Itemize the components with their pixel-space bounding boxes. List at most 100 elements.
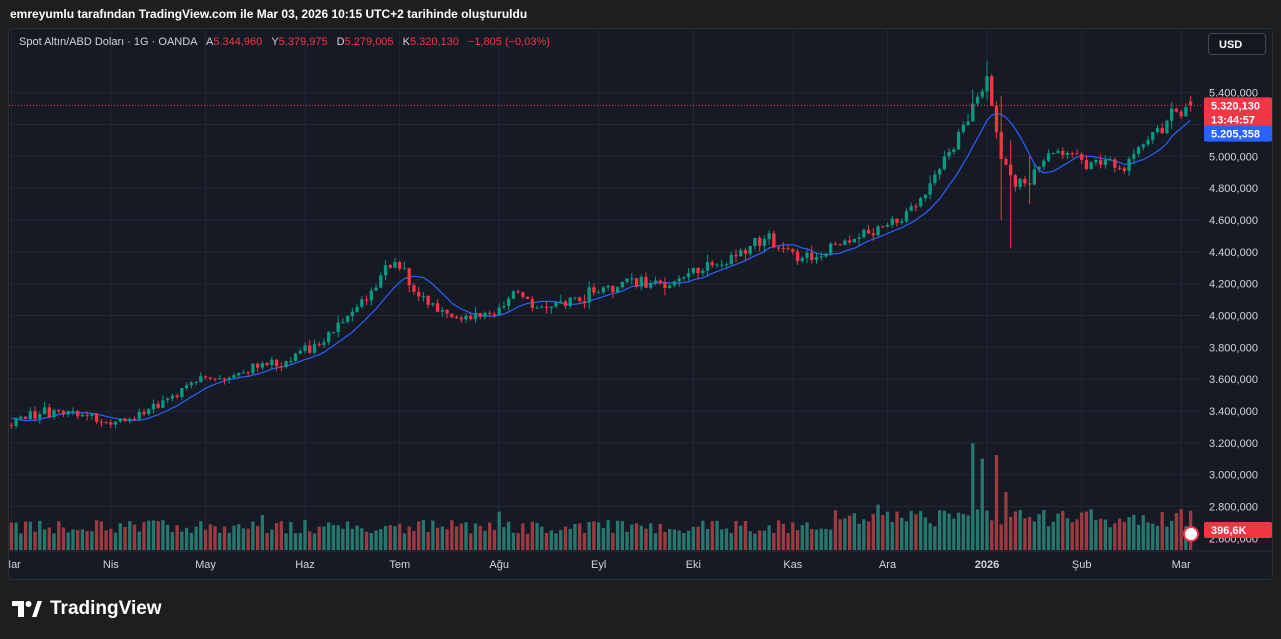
volume-bar bbox=[402, 533, 407, 550]
candle bbox=[379, 272, 383, 289]
volume-bar bbox=[644, 528, 648, 550]
symbol-title[interactable]: Spot Altın/ABD Doları · 1G · OANDA bbox=[19, 36, 197, 48]
volume-bar bbox=[971, 443, 975, 550]
candle-body bbox=[791, 249, 795, 252]
candle bbox=[1070, 151, 1074, 158]
candle bbox=[303, 342, 307, 354]
candle bbox=[66, 410, 70, 418]
volume-bar bbox=[478, 525, 482, 550]
candle bbox=[1136, 145, 1141, 157]
candle-body bbox=[251, 363, 255, 374]
candle-body bbox=[919, 198, 923, 207]
candle-body bbox=[592, 287, 596, 293]
candle-body bbox=[213, 378, 217, 380]
volume-bar bbox=[189, 532, 193, 550]
volume-bar bbox=[1037, 514, 1041, 550]
volume-bar bbox=[412, 530, 416, 550]
volume-bar bbox=[227, 532, 231, 550]
candle-body bbox=[440, 309, 445, 312]
volume-bar bbox=[260, 514, 265, 550]
volume-bar bbox=[14, 522, 18, 550]
volume-bar bbox=[720, 529, 724, 550]
volume-bar bbox=[601, 528, 606, 550]
candle-body bbox=[66, 411, 70, 415]
candle-body bbox=[776, 247, 781, 249]
candle bbox=[1051, 152, 1055, 155]
candle bbox=[966, 113, 970, 127]
candle bbox=[94, 412, 99, 425]
volume-bar bbox=[1122, 521, 1126, 550]
candle bbox=[587, 281, 591, 310]
candle-body bbox=[1160, 128, 1164, 134]
volume-bar bbox=[469, 533, 473, 550]
tradingview-logo[interactable]: TradingView bbox=[12, 598, 162, 620]
candle-body bbox=[710, 262, 714, 266]
candle-body bbox=[668, 285, 672, 289]
chart-panel[interactable]: 5.400,0005.200,0005.000,0004.800,0004.60… bbox=[8, 28, 1273, 580]
volume-bar bbox=[895, 511, 899, 550]
volume-bar bbox=[199, 521, 203, 550]
volume-bar bbox=[208, 524, 212, 550]
candle-body bbox=[473, 312, 478, 320]
volume-bar bbox=[672, 529, 677, 550]
candle bbox=[947, 148, 951, 160]
x-tick-label: Eki bbox=[686, 559, 701, 571]
candle bbox=[686, 268, 691, 281]
candle bbox=[772, 230, 776, 249]
moving-average-line bbox=[11, 112, 1191, 422]
candle-body bbox=[895, 218, 899, 224]
candle-body bbox=[303, 345, 307, 351]
candle-body bbox=[180, 388, 184, 398]
currency-button[interactable]: USD bbox=[1208, 33, 1266, 55]
candle bbox=[611, 285, 615, 299]
volume-bar bbox=[592, 521, 596, 550]
low-value: 5.279,005 bbox=[344, 36, 394, 48]
candle-body bbox=[521, 292, 525, 297]
candle-body bbox=[568, 297, 572, 307]
candle bbox=[559, 294, 563, 304]
candle-body bbox=[686, 272, 691, 278]
candle bbox=[767, 230, 771, 245]
candle bbox=[900, 218, 904, 225]
candle-body bbox=[407, 268, 411, 286]
candle bbox=[23, 416, 28, 420]
candle bbox=[123, 417, 127, 423]
candle bbox=[336, 315, 340, 338]
candle bbox=[1084, 155, 1089, 171]
candle-body bbox=[379, 275, 383, 288]
volume-bar bbox=[881, 514, 885, 550]
candle bbox=[554, 302, 558, 309]
chart-caption: emreyumlu tarafından TradingView.com ile… bbox=[10, 7, 528, 21]
candle bbox=[28, 407, 32, 421]
volume-bar bbox=[464, 522, 468, 550]
candle bbox=[464, 313, 468, 323]
volume-bar bbox=[473, 523, 478, 550]
candle-body bbox=[734, 254, 738, 257]
candle-body bbox=[795, 251, 800, 261]
x-tick-label: Ara bbox=[879, 559, 897, 571]
candle-body bbox=[38, 414, 42, 419]
candle-body bbox=[402, 268, 407, 270]
volume-bar bbox=[1065, 518, 1070, 550]
volume-bar bbox=[317, 526, 321, 550]
candle bbox=[488, 310, 492, 318]
candle bbox=[132, 416, 137, 421]
candle-body bbox=[426, 295, 430, 305]
candle bbox=[582, 294, 587, 309]
volume-bar bbox=[364, 531, 369, 550]
volume-bar bbox=[289, 522, 293, 550]
candle bbox=[568, 297, 572, 309]
candle bbox=[383, 260, 388, 281]
candle bbox=[895, 218, 899, 227]
volume-bar bbox=[1018, 510, 1022, 550]
price-chart[interactable]: 5.400,0005.200,0005.000,0004.800,0004.60… bbox=[9, 29, 1272, 579]
volume-bar bbox=[587, 522, 591, 550]
candle bbox=[919, 196, 923, 208]
candle bbox=[99, 418, 104, 428]
candle-body bbox=[1070, 153, 1074, 155]
volume-bar bbox=[800, 524, 804, 550]
candle bbox=[544, 301, 549, 314]
candle bbox=[431, 302, 435, 307]
candle-body bbox=[1184, 107, 1188, 117]
volume-bar bbox=[923, 517, 928, 550]
